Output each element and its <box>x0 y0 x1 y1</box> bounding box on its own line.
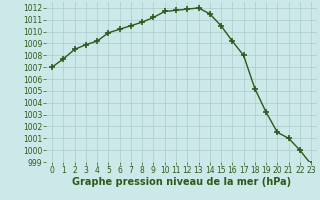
X-axis label: Graphe pression niveau de la mer (hPa): Graphe pression niveau de la mer (hPa) <box>72 177 291 187</box>
